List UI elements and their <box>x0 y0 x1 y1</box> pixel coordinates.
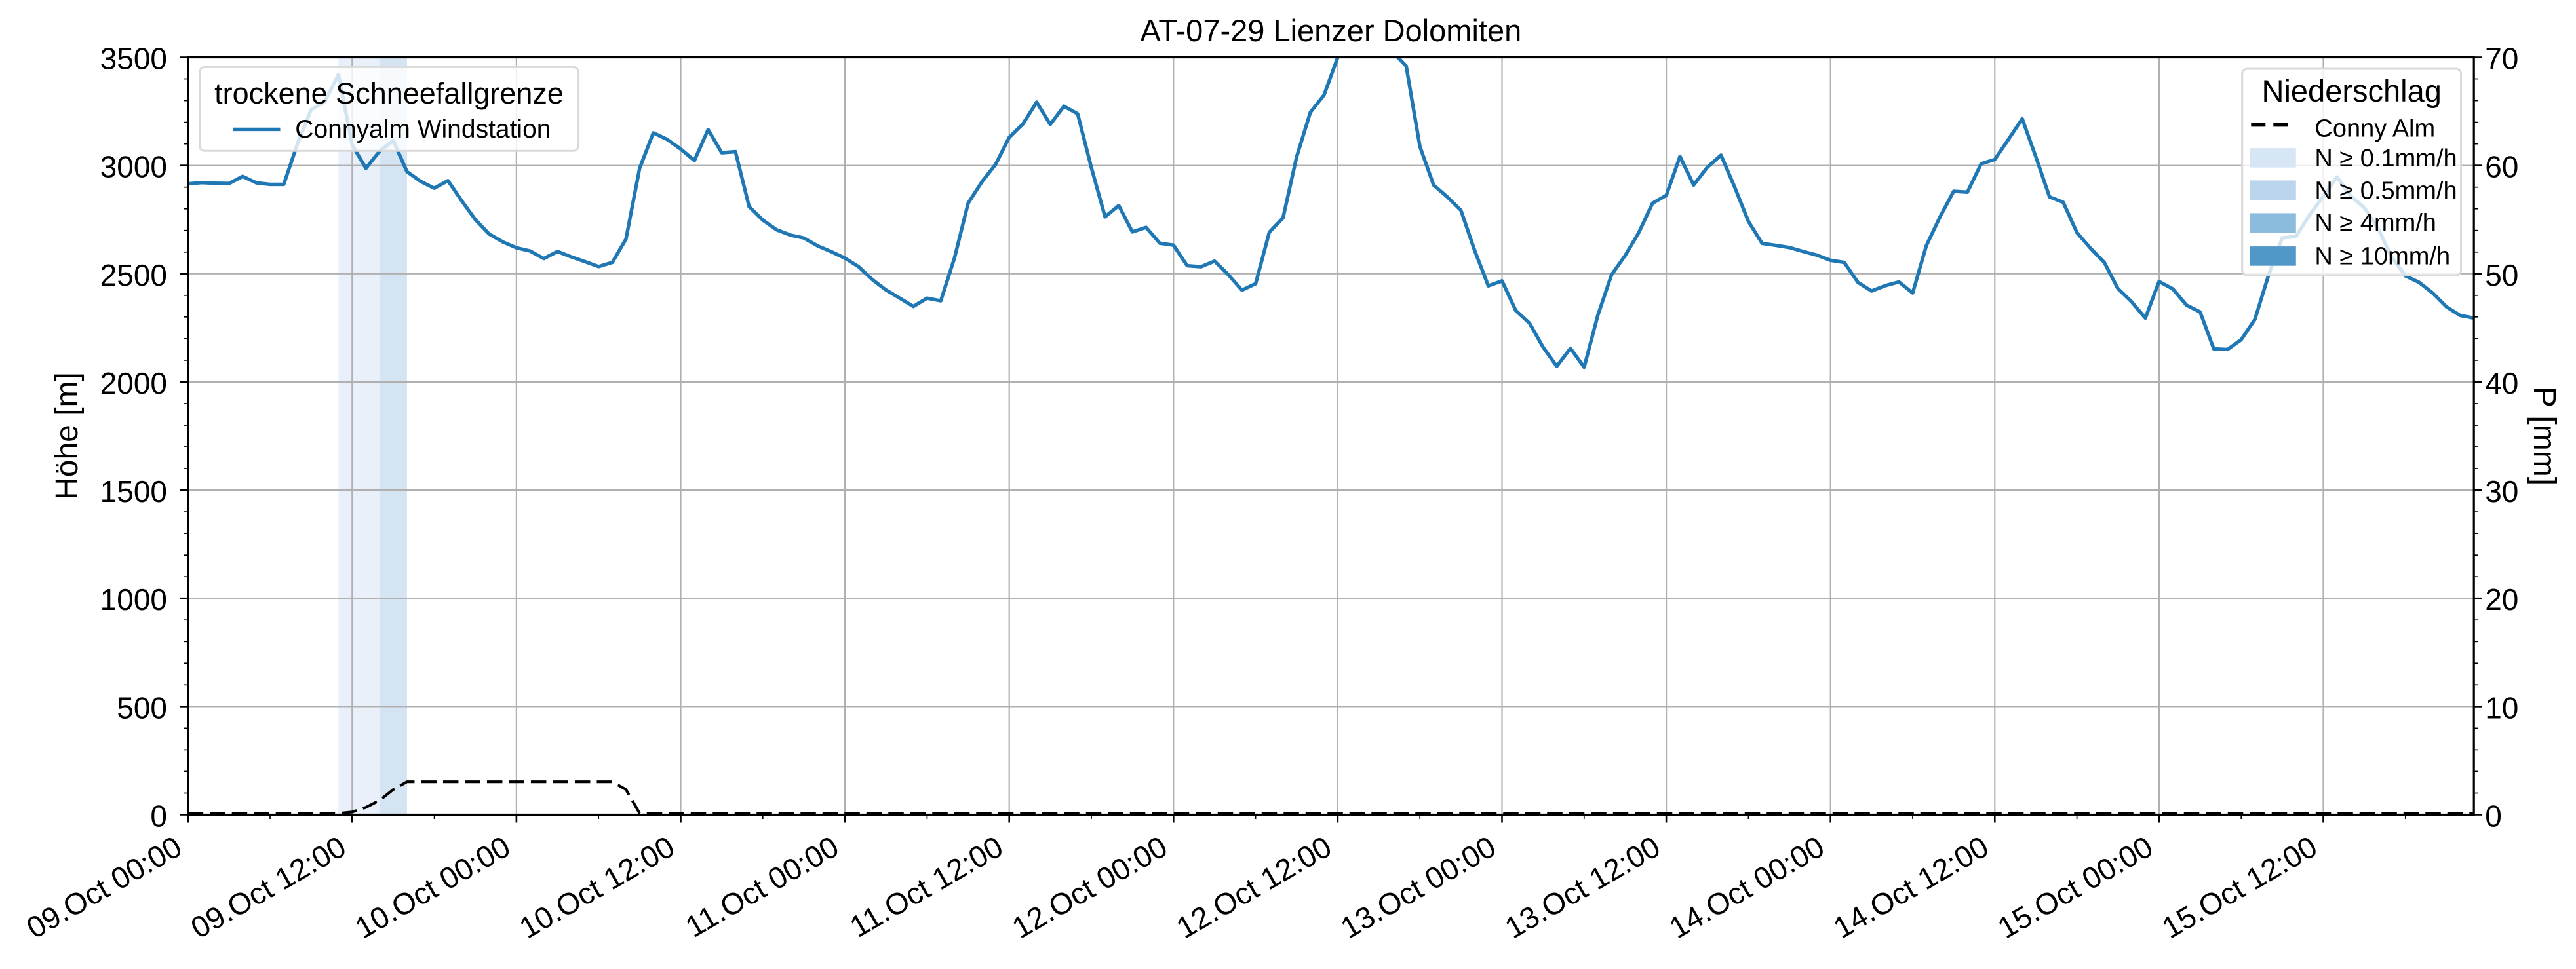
svg-text:1500: 1500 <box>100 474 167 508</box>
svg-text:0: 0 <box>150 799 167 833</box>
svg-text:2000: 2000 <box>100 366 167 400</box>
svg-text:20: 20 <box>2485 582 2518 617</box>
svg-text:2500: 2500 <box>100 258 167 292</box>
svg-text:500: 500 <box>117 691 167 725</box>
svg-text:10: 10 <box>2485 691 2518 725</box>
svg-text:N ≥ 4mm/h: N ≥ 4mm/h <box>2314 210 2436 237</box>
svg-text:N ≥ 10mm/h: N ≥ 10mm/h <box>2314 242 2450 270</box>
svg-text:Connyalm Windstation: Connyalm Windstation <box>295 115 551 143</box>
svg-text:N ≥ 0.5mm/h: N ≥ 0.5mm/h <box>2314 177 2457 204</box>
svg-text:3500: 3500 <box>100 42 167 76</box>
svg-text:P [mm]: P [mm] <box>2527 387 2562 485</box>
svg-text:40: 40 <box>2485 366 2518 400</box>
svg-text:3000: 3000 <box>100 150 167 184</box>
svg-text:trockene Schneefallgrenze: trockene Schneefallgrenze <box>214 77 564 110</box>
svg-text:0: 0 <box>2485 799 2502 833</box>
svg-text:50: 50 <box>2485 258 2518 292</box>
svg-text:Niederschlag: Niederschlag <box>2262 73 2442 108</box>
svg-text:60: 60 <box>2485 150 2518 184</box>
svg-text:70: 70 <box>2485 42 2518 76</box>
svg-text:Conny Alm: Conny Alm <box>2314 115 2435 143</box>
svg-text:30: 30 <box>2485 474 2518 508</box>
svg-text:Höhe [m]: Höhe [m] <box>50 372 85 500</box>
svg-text:1000: 1000 <box>100 582 167 617</box>
svg-text:AT-07-29 Lienzer Dolomiten: AT-07-29 Lienzer Dolomiten <box>1141 13 1522 48</box>
svg-text:N ≥ 0.1mm/h: N ≥ 0.1mm/h <box>2314 145 2457 172</box>
